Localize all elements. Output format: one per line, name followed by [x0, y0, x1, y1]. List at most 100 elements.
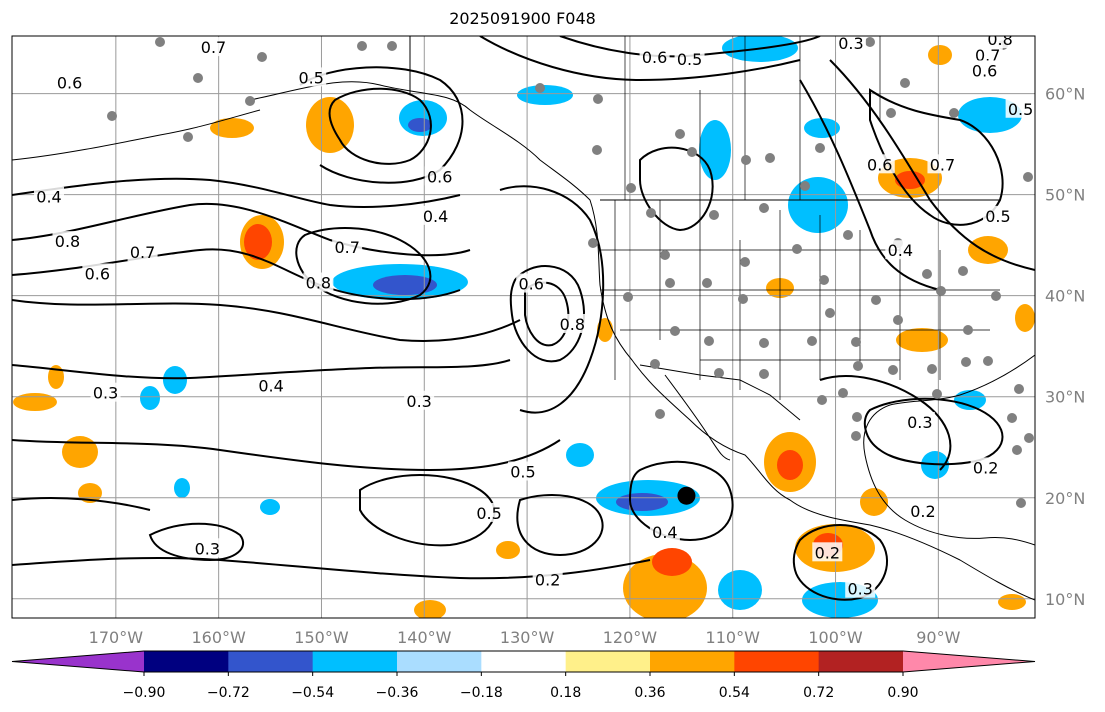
- station-dot: [702, 278, 712, 288]
- colorbar-tick-label: −0.36: [376, 685, 419, 701]
- longitude-label: 160°W: [191, 628, 246, 647]
- contour-label-bg: [835, 36, 866, 53]
- contour-label: 0.3: [195, 539, 220, 558]
- contour-labels: 0.60.70.50.60.40.80.70.60.70.80.40.60.80…: [34, 34, 1035, 599]
- station-dot: [670, 326, 680, 336]
- station-dot: [983, 356, 993, 366]
- colorbar-segment: [650, 651, 735, 672]
- position-marker: [677, 486, 696, 505]
- station-dot: [900, 78, 910, 88]
- station-dot: [922, 269, 932, 279]
- shade-positive: [777, 450, 803, 480]
- contour-line: [792, 524, 889, 601]
- coastline-baja: [664, 374, 731, 461]
- station-dot: [588, 238, 598, 248]
- shade-negative: [788, 177, 848, 233]
- contour-label: 0.4: [652, 523, 677, 542]
- longitude-labels: 170°W 160°W 150°W 140°W 130°W 120°W 110°W 100°W…: [89, 628, 961, 647]
- contour-label: 0.4: [888, 241, 913, 260]
- contour-line: [299, 66, 464, 184]
- contour-line: [628, 460, 734, 542]
- station-dot: [888, 365, 898, 375]
- contour-label: 0.5: [510, 462, 535, 481]
- contour-label-bg: [82, 263, 113, 283]
- latitude-label: 50°N: [1045, 186, 1085, 205]
- station-dot: [738, 294, 748, 304]
- shade-positive: [13, 393, 57, 411]
- contour-label-bg: [90, 382, 121, 402]
- coastlines: [12, 36, 1035, 601]
- station-dot: [819, 275, 829, 285]
- latitude-labels: 60°N 50°N 40°N 30°N 20°N 10°N: [1045, 85, 1085, 609]
- station-dot: [759, 203, 769, 213]
- shade-negative: [517, 85, 573, 105]
- contour-line: [12, 299, 521, 342]
- contour-label-bg: [296, 67, 327, 87]
- plot-title: 2025091900 F048: [449, 9, 596, 28]
- contour-line: [499, 185, 605, 414]
- latitude-label: 60°N: [1045, 85, 1085, 104]
- contour-label: 0.3: [847, 580, 872, 599]
- contour-label-bg: [332, 237, 363, 257]
- contour-label-bg: [674, 49, 705, 69]
- station-dot: [646, 208, 656, 218]
- contour-line: [12, 359, 511, 380]
- coastline-north-america: [249, 81, 1035, 601]
- colorbar-tick-label: 0.54: [719, 685, 750, 701]
- shade-negative: [804, 118, 840, 138]
- station-dot: [865, 37, 875, 47]
- shade-positive: [895, 171, 925, 189]
- map-background: [12, 36, 1035, 618]
- station-dot: [714, 368, 724, 378]
- contour-label: 0.8: [55, 232, 80, 251]
- contour-label: 0.3: [838, 34, 863, 53]
- colorbar-segment: [228, 651, 314, 672]
- colorbar-segment: [397, 651, 482, 672]
- coastline-aleutians: [12, 109, 261, 161]
- station-dot: [852, 412, 862, 422]
- station-dot: [245, 96, 255, 106]
- station-dot: [853, 361, 863, 371]
- station-dot: [927, 364, 937, 374]
- station-dot: [387, 41, 397, 51]
- station-dot: [963, 325, 973, 335]
- contour-label-bg: [424, 166, 455, 186]
- contour-line: [12, 202, 471, 257]
- shade-positive: [48, 365, 64, 389]
- latitude-label: 20°N: [1045, 489, 1085, 508]
- station-dot: [675, 129, 685, 139]
- station-dot: [886, 108, 896, 118]
- contour-label-bg: [907, 500, 938, 520]
- contour-line: [479, 36, 801, 82]
- station-dot: [825, 308, 835, 318]
- shade-negative: [408, 118, 432, 132]
- longitude-label: 170°W: [89, 628, 144, 647]
- contour-label-bg: [507, 461, 538, 481]
- shade-negative: [163, 366, 187, 394]
- contour-line: [359, 474, 496, 547]
- contour-line: [12, 439, 561, 472]
- colorbar-segment: [734, 651, 820, 672]
- station-dot: [792, 244, 802, 254]
- contour-label-bg: [198, 37, 229, 57]
- contour-label: 0.6: [85, 264, 110, 283]
- map-frame: [11, 35, 1036, 619]
- station-dot: [932, 389, 942, 399]
- contour-label-bg: [812, 542, 843, 562]
- shade-positive: [244, 224, 272, 260]
- station-dot: [1014, 384, 1024, 394]
- station-dot: [1007, 413, 1017, 423]
- shade-positive: [998, 594, 1026, 610]
- longitude-label: 110°W: [706, 628, 761, 647]
- station-dot: [357, 41, 367, 51]
- contour-lines: [12, 36, 1035, 601]
- longitude-label: 140°W: [397, 628, 452, 647]
- contour-label: 0.8: [560, 315, 585, 334]
- station-dot: [765, 153, 775, 163]
- colorbar-tick-label: −0.18: [460, 685, 503, 701]
- station-dot: [740, 257, 750, 267]
- contour-label: 0.8: [306, 274, 331, 293]
- contour-label-bg: [985, 36, 1016, 49]
- border-canada-provinces: [624, 36, 881, 200]
- station-dot: [800, 181, 810, 191]
